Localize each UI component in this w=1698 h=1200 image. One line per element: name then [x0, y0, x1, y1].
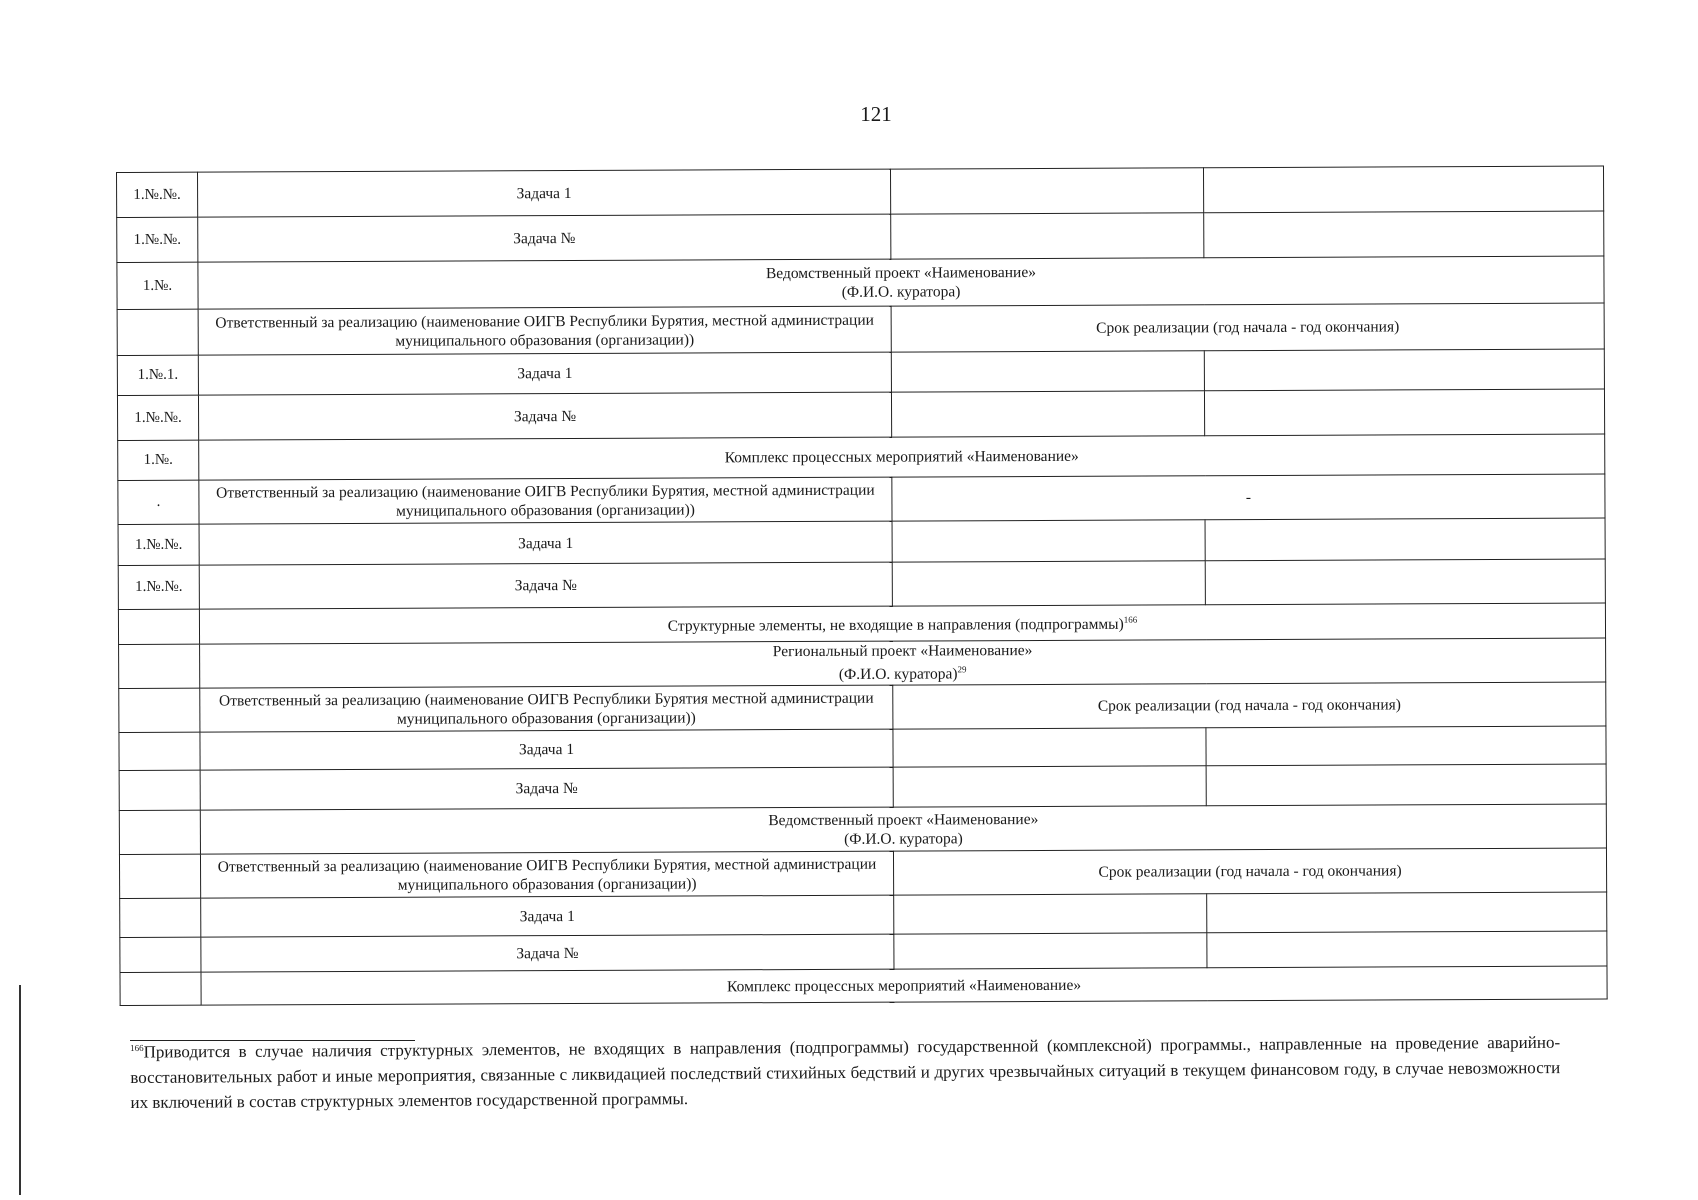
empty-cell	[892, 560, 1206, 607]
section-title: Региональный проект «Наименование»	[772, 642, 1033, 661]
task-name: Задача 1	[199, 729, 894, 771]
curator-label: (Ф.И.О. куратора)	[838, 665, 958, 684]
period-label: -	[891, 474, 1606, 522]
task-name: Задача 1	[198, 352, 892, 396]
footnote-divider	[130, 1040, 415, 1041]
table-row-task: Задача 1	[119, 892, 1607, 938]
empty-cell	[893, 932, 1207, 970]
empty-cell	[892, 727, 1207, 768]
footnote: 166Приводится в случае наличия структурн…	[130, 1026, 1561, 1115]
responsible-label: Ответственный за реализацию (наименовани…	[199, 685, 893, 733]
row-number: 1.№.№.	[118, 565, 200, 610]
empty-cell	[893, 765, 1207, 808]
empty-cell	[1203, 211, 1604, 258]
table-row-task: 1.№.№. Задача 1	[118, 518, 1606, 566]
section-title: Комплекс процессных мероприятий «Наимено…	[724, 447, 1079, 467]
period-label: Срок реализации (год начала - год оконча…	[892, 682, 1606, 730]
table-row-header: Ведомственный проект «Наименование» (Ф.И.…	[119, 804, 1607, 855]
section-title: Комплекс процессных мероприятий «Наимено…	[726, 976, 1082, 995]
table-row-header: 1.№. Комплекс процессных мероприятий «Наи…	[117, 434, 1605, 481]
scan-artifact-line	[19, 985, 21, 1195]
row-number: 1.№.	[117, 440, 199, 481]
footnote-ref: 29	[957, 664, 967, 675]
task-name: Задача №	[200, 767, 894, 811]
table-row-header: Региональный проект «Наименование» (Ф.И.О…	[118, 638, 1606, 689]
row-number: 1.№.	[116, 262, 199, 310]
table-row-task: Задача №	[119, 764, 1607, 811]
section-title: Ведомственный проект «Наименование»	[765, 263, 1036, 283]
task-name: Задача 1	[199, 521, 893, 566]
period-label: Срок реализации (год начала - год оконча…	[891, 303, 1605, 353]
table-row-task: 1.№.№. Задача №	[117, 389, 1605, 441]
task-name: Задача №	[198, 392, 892, 441]
section-title: Структурные элементы, не входящие в напр…	[667, 616, 1124, 636]
row-number: .	[117, 480, 200, 525]
row-number	[117, 309, 199, 356]
row-number	[118, 609, 200, 645]
section-title: Ведомственный проект «Наименование»	[768, 810, 1039, 829]
task-name: Задача 1	[197, 169, 891, 218]
task-name: Задача №	[200, 934, 894, 973]
empty-cell	[1204, 389, 1605, 436]
row-number: 1.№.1.	[117, 355, 199, 396]
table-row-task: 1.№.№. Задача 1	[116, 166, 1604, 218]
table-row-resp: Ответственный за реализацию (наименовани…	[119, 848, 1607, 899]
row-number: 1.№.№.	[118, 524, 200, 566]
table-row-resp: . Ответственный за реализацию (наименован…	[117, 474, 1606, 525]
table-row-resp: Ответственный за реализацию (наименовани…	[117, 303, 1605, 356]
section-header: Комплекс процессных мероприятий «Наимено…	[198, 434, 1605, 481]
row-number	[119, 770, 201, 811]
footnote-ref: 166	[1123, 614, 1138, 626]
section-header: Ведомственный проект «Наименование» (Ф.И.…	[200, 804, 1607, 855]
empty-cell	[892, 519, 1206, 563]
table-row-task: Задача 1	[118, 726, 1607, 771]
curator-label: (Ф.И.О. куратора)	[841, 283, 961, 301]
empty-cell	[890, 212, 1204, 260]
empty-cell	[1205, 559, 1606, 605]
empty-cell	[1205, 518, 1606, 561]
responsible-label: Ответственный за реализацию (наименовани…	[198, 306, 892, 356]
section-header: Комплекс процессных мероприятий «Наимено…	[200, 966, 1608, 1006]
empty-cell	[1206, 931, 1607, 968]
empty-cell	[1206, 892, 1607, 933]
empty-cell	[1205, 726, 1607, 766]
row-number	[119, 810, 201, 855]
row-number	[119, 972, 202, 1006]
curator-label: (Ф.И.О. куратора)	[844, 829, 963, 848]
row-number: 1.№.№.	[116, 172, 198, 218]
period-label: Срок реализации (год начала - год оконча…	[893, 848, 1607, 896]
page-number: 121	[860, 102, 892, 126]
empty-cell	[1203, 166, 1604, 213]
table-row-task: 1.№.№. Задача №	[116, 211, 1604, 263]
row-number: 1.№.№.	[117, 395, 199, 441]
empty-cell	[1204, 349, 1605, 391]
table-row-header: Комплекс процессных мероприятий «Наимено…	[119, 966, 1608, 1006]
row-number	[119, 854, 201, 899]
empty-cell	[891, 390, 1205, 438]
task-name: Задача 1	[200, 895, 894, 938]
empty-cell	[891, 350, 1205, 393]
task-name: Задача №	[199, 562, 893, 610]
row-number	[119, 937, 201, 973]
table-row-resp: Ответственный за реализацию (наименовани…	[118, 682, 1606, 733]
table-row-task: 1.№.1. Задача 1	[117, 349, 1605, 396]
empty-cell	[1206, 764, 1607, 806]
row-number	[118, 688, 200, 733]
row-number	[118, 732, 201, 771]
responsible-label: Ответственный за реализацию (наименовани…	[200, 851, 894, 899]
empty-cell	[890, 167, 1204, 215]
section-header: Региональный проект «Наименование» (Ф.И.О…	[199, 638, 1606, 689]
responsible-label: Ответственный за реализацию (наименовани…	[198, 477, 893, 525]
row-number	[119, 898, 201, 938]
task-name: Задача №	[197, 214, 891, 263]
structure-table: 1.№.№. Задача 1 1.№.№. Задача № 1.№. Ведомств…	[116, 166, 1608, 1006]
empty-cell	[893, 893, 1207, 935]
table-row-header: 1.№. Ведомственный проект «Наименование»(…	[116, 256, 1605, 310]
table-row-task: 1.№.№. Задача №	[118, 559, 1606, 610]
row-number	[118, 644, 200, 689]
section-header: Ведомственный проект «Наименование» (Ф.И.…	[197, 256, 1605, 310]
footnote-text: Приводится в случае наличия структурных …	[130, 1032, 1561, 1112]
row-number: 1.№.№.	[116, 217, 198, 263]
footnote-mark: 166	[130, 1042, 144, 1053]
